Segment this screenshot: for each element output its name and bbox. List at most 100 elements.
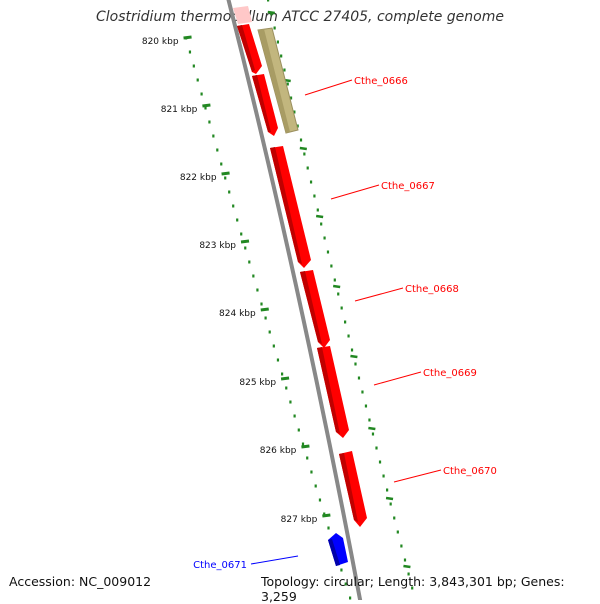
inner-track-dot bbox=[208, 120, 211, 124]
outer-track-dot bbox=[361, 390, 364, 394]
gene-feature-cthe-0665[interactable] bbox=[237, 24, 262, 74]
gene-label-leader bbox=[393, 469, 442, 483]
major-tick bbox=[260, 307, 269, 312]
gene-feature-cthe-0667[interactable] bbox=[270, 146, 311, 268]
inner-track-dot bbox=[192, 64, 195, 68]
gene-label[interactable]: Cthe_0671 bbox=[193, 560, 247, 571]
inner-track-dot bbox=[310, 470, 313, 474]
map-title: Clostridium thermocellum ATCC 27405, com… bbox=[96, 9, 504, 25]
outer-track-dot bbox=[306, 166, 309, 170]
inner-track-dot bbox=[327, 526, 330, 530]
inner-track-dot bbox=[252, 274, 255, 278]
inner-track-dot bbox=[301, 442, 305, 446]
inner-track-dot bbox=[323, 512, 326, 516]
outer-track-dot bbox=[407, 572, 410, 576]
tick-labels: 820 kbp 821 kbp 822 kbp 823 kbp 824 kbp 825 k… bbox=[142, 35, 331, 525]
inner-track-dot bbox=[232, 204, 235, 208]
inner-track-dot bbox=[285, 386, 288, 390]
inner-track-dot bbox=[297, 428, 300, 432]
inner-track-dot bbox=[314, 484, 317, 488]
inner-track-dot bbox=[216, 148, 219, 152]
outer-track-dot bbox=[296, 124, 299, 128]
major-tick bbox=[183, 35, 192, 40]
outer-major-tick bbox=[315, 214, 324, 219]
inner-track-dot bbox=[340, 568, 343, 572]
outer-major-tick bbox=[350, 354, 358, 359]
tick-label: 827 kbp bbox=[281, 515, 318, 525]
major-tick bbox=[202, 103, 211, 108]
inner-track-dot bbox=[256, 288, 259, 292]
rna-feature[interactable] bbox=[257, 27, 299, 134]
inner-track-dot bbox=[260, 302, 263, 306]
outer-track-dot bbox=[337, 292, 340, 296]
inner-track-dot bbox=[344, 582, 347, 586]
gene-label[interactable]: Cthe_0666 bbox=[354, 76, 408, 87]
outer-track-dot bbox=[403, 558, 407, 562]
inner-track-dot bbox=[240, 232, 243, 236]
outer-major-tick bbox=[385, 496, 394, 501]
outer-track-dot bbox=[280, 54, 283, 58]
major-tick bbox=[221, 171, 230, 176]
outer-track-dot bbox=[368, 418, 371, 422]
inner-track-dot bbox=[212, 134, 215, 138]
outer-track-dot bbox=[357, 376, 361, 380]
inner-track-dot bbox=[224, 176, 227, 180]
inner-track-dot bbox=[188, 50, 192, 54]
gene-label[interactable]: Cthe_0667 bbox=[381, 181, 435, 192]
gene-label-leader bbox=[354, 287, 404, 302]
gene-label[interactable]: Cthe_0668 bbox=[405, 284, 459, 295]
outer-track-dot bbox=[303, 152, 306, 156]
outer-track-dot bbox=[375, 446, 378, 450]
gene-feature-cthe-0671[interactable] bbox=[328, 533, 348, 566]
outer-track-dot bbox=[270, 12, 273, 16]
inner-track-dot bbox=[281, 372, 284, 376]
outer-track-dot bbox=[364, 404, 368, 408]
tick-label: 824 kbp bbox=[219, 309, 256, 319]
gene-label[interactable]: Cthe_0670 bbox=[443, 466, 497, 477]
outer-track-dot bbox=[299, 138, 303, 142]
outer-track-dot bbox=[333, 278, 336, 282]
partial-gene-fragment[interactable] bbox=[233, 6, 252, 24]
gene-feature-cthe-0669[interactable] bbox=[317, 346, 349, 438]
major-tick bbox=[322, 513, 331, 518]
outer-track-dot bbox=[326, 250, 330, 254]
gene-label-leader bbox=[330, 184, 380, 200]
outer-track-dot bbox=[293, 110, 296, 114]
outer-track-dot bbox=[267, 0, 270, 2]
outer-track-dot bbox=[316, 208, 319, 212]
outer-track-dot bbox=[330, 264, 333, 268]
outer-tick-track bbox=[267, 0, 414, 590]
gene-feature-cthe-0668[interactable] bbox=[300, 270, 330, 348]
gene-labels: Cthe_0666 Cthe_0667 Cthe_0668 Cthe_0669 Cthe… bbox=[193, 76, 497, 571]
outer-track-dot bbox=[313, 194, 316, 198]
gene-label[interactable]: Cthe_0669 bbox=[423, 368, 477, 379]
gene-feature-cthe-0666[interactable] bbox=[252, 74, 278, 136]
inner-track-dot bbox=[200, 92, 203, 96]
inner-track-dot bbox=[318, 498, 322, 502]
outer-track-dot bbox=[378, 460, 382, 464]
outer-track-dot bbox=[286, 82, 289, 86]
outer-track-dot bbox=[309, 180, 313, 184]
gene-feature-cthe-0670[interactable] bbox=[339, 451, 367, 527]
tick-label: 826 kbp bbox=[260, 446, 297, 456]
outer-track-dot bbox=[389, 502, 392, 506]
outer-major-tick bbox=[299, 146, 307, 151]
inner-track-dot bbox=[272, 344, 275, 348]
inner-track-dot bbox=[264, 316, 267, 320]
outer-track-dot bbox=[411, 586, 414, 590]
inner-track-dot bbox=[349, 596, 352, 600]
inner-track-dot bbox=[236, 218, 239, 222]
major-tick bbox=[280, 376, 290, 381]
inner-track-dot bbox=[196, 78, 199, 82]
inner-track-dot bbox=[204, 106, 207, 110]
tick-label: 821 kbp bbox=[161, 105, 198, 115]
outer-track-dot bbox=[340, 306, 343, 310]
inner-track-dot bbox=[268, 330, 271, 334]
outer-track-dot bbox=[393, 516, 396, 520]
outer-track-dot bbox=[354, 362, 357, 366]
outer-track-dot bbox=[396, 530, 399, 534]
tick-label: 823 kbp bbox=[199, 241, 236, 251]
inner-track-dot bbox=[228, 190, 231, 194]
outer-track-dot bbox=[386, 488, 389, 492]
